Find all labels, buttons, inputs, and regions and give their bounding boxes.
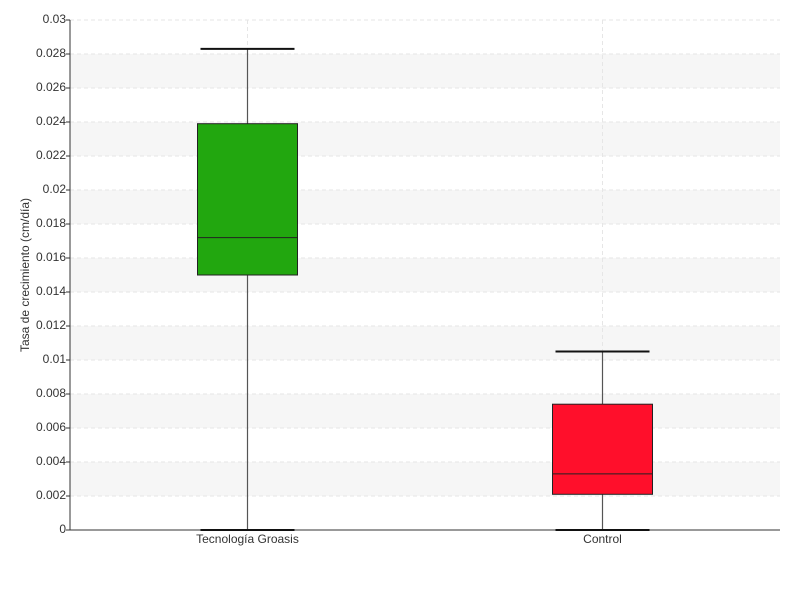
grid-band: [70, 190, 780, 224]
y-tick-label: 0.018: [36, 216, 66, 230]
y-tick-label: 0.03: [43, 12, 67, 26]
y-tick-label: 0.022: [36, 148, 66, 162]
box: [197, 123, 298, 276]
y-tick-label: 0.016: [36, 250, 66, 264]
grid-band: [70, 258, 780, 292]
y-tick-label: 0.012: [36, 318, 66, 332]
grid-band: [70, 394, 780, 428]
y-tick-label: 0.006: [36, 420, 66, 434]
x-tick-label: Tecnología Groasis: [196, 532, 299, 546]
y-axis-label: Tasa de crecimiento (cm/día): [18, 198, 32, 352]
y-tick-label: 0.024: [36, 114, 66, 128]
y-tick-label: 0.008: [36, 386, 66, 400]
grid-band: [70, 122, 780, 156]
x-tick-label: Control: [583, 532, 622, 546]
grid-band: [70, 462, 780, 496]
grid-band: [70, 326, 780, 360]
y-tick-label: 0.02: [43, 182, 67, 196]
grid-band: [70, 54, 780, 88]
y-tick-label: 0.004: [36, 454, 66, 468]
y-tick-label: 0.026: [36, 80, 66, 94]
y-tick-label: 0: [59, 522, 66, 536]
y-tick-label: 0.028: [36, 46, 66, 60]
y-tick-label: 0.014: [36, 284, 66, 298]
y-tick-label: 0.01: [43, 352, 67, 366]
y-tick-label: 0.002: [36, 488, 66, 502]
box: [552, 403, 653, 495]
